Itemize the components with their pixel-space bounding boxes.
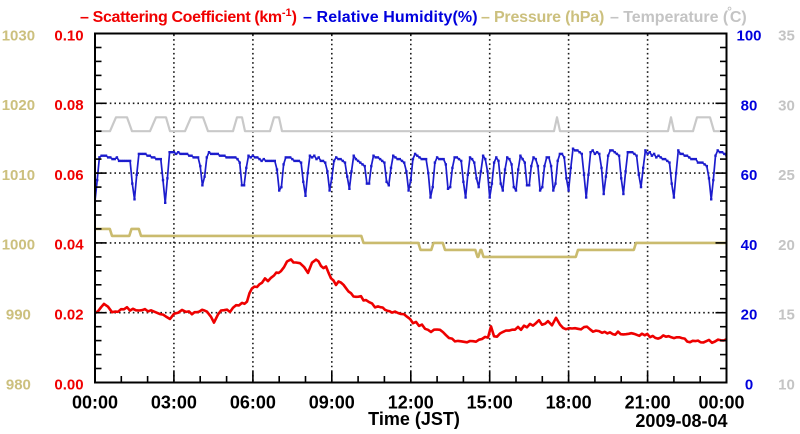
svg-text:0.08: 0.08 <box>54 97 83 114</box>
svg-text:40: 40 <box>741 237 758 254</box>
svg-text:03:00: 03:00 <box>151 393 197 413</box>
svg-text:Time (JST): Time (JST) <box>368 409 460 429</box>
svg-text:25: 25 <box>778 167 795 184</box>
svg-text:0.04: 0.04 <box>54 237 84 254</box>
svg-text:35: 35 <box>778 28 795 45</box>
svg-text:09:00: 09:00 <box>309 393 355 413</box>
svg-text:0.10: 0.10 <box>54 27 83 44</box>
svg-text:06:00: 06:00 <box>230 393 276 413</box>
svg-text:2009-08-04: 2009-08-04 <box>635 411 727 431</box>
svg-text:00:00: 00:00 <box>72 393 118 413</box>
svg-text:0.00: 0.00 <box>54 376 83 393</box>
svg-text:15:00: 15:00 <box>467 393 513 413</box>
svg-text:0.02: 0.02 <box>54 307 83 324</box>
svg-text:15: 15 <box>778 307 795 324</box>
svg-text:21:00: 21:00 <box>625 393 671 413</box>
svg-text:0: 0 <box>745 377 753 394</box>
svg-text:20: 20 <box>778 237 795 254</box>
svg-text:12:00: 12:00 <box>388 393 434 413</box>
svg-text:30: 30 <box>778 97 795 114</box>
svg-text:1030: 1030 <box>2 27 35 44</box>
svg-text:60: 60 <box>741 167 758 184</box>
svg-text:100: 100 <box>736 28 761 45</box>
svg-text:00:00: 00:00 <box>698 393 744 413</box>
svg-text:1020: 1020 <box>2 97 35 114</box>
svg-text:18:00: 18:00 <box>546 393 592 413</box>
svg-text:1000: 1000 <box>2 237 35 254</box>
svg-text:990: 990 <box>6 307 31 324</box>
svg-text:980: 980 <box>6 376 31 393</box>
svg-text:0.06: 0.06 <box>54 167 83 184</box>
svg-text:80: 80 <box>741 97 758 114</box>
svg-text:10: 10 <box>778 377 795 394</box>
svg-text:20: 20 <box>741 307 758 324</box>
svg-text:1010: 1010 <box>2 167 35 184</box>
